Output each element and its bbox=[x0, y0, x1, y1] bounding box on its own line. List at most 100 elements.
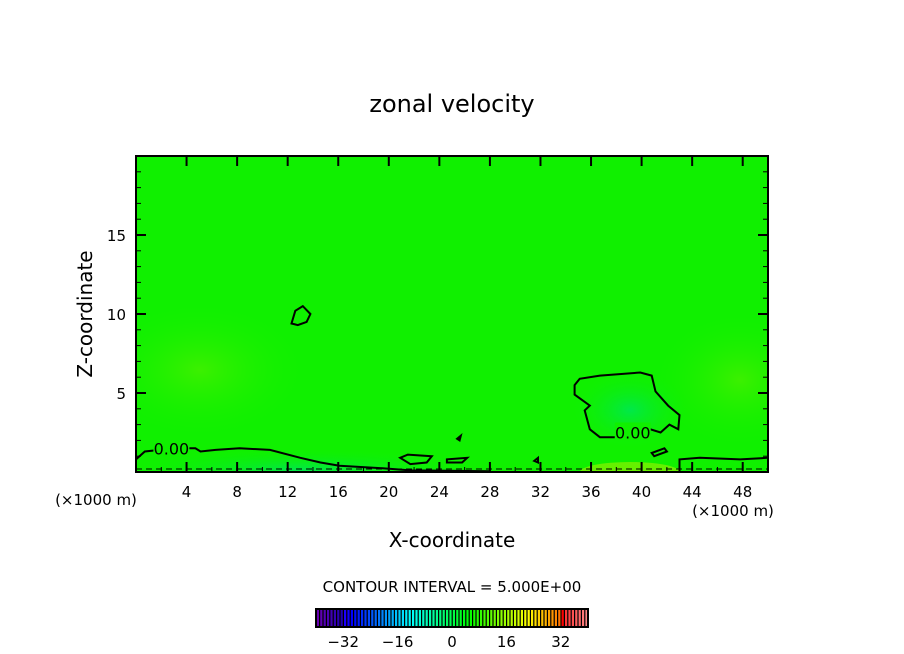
colorbar-swatch bbox=[524, 610, 527, 626]
x-unit-right: (×1000 m) bbox=[692, 502, 774, 520]
colorbar-swatch bbox=[354, 610, 357, 626]
colorbar-swatch bbox=[429, 610, 432, 626]
colorbar-swatch bbox=[412, 610, 415, 626]
colorbar-tick-label: 0 bbox=[447, 633, 457, 651]
x-tick-label: 8 bbox=[232, 483, 242, 501]
colorbar-swatch bbox=[388, 610, 391, 626]
colorbar-swatch bbox=[337, 610, 340, 626]
colorbar-swatch bbox=[483, 610, 486, 626]
colorbar-swatch bbox=[541, 610, 544, 626]
contour-line bbox=[455, 432, 463, 442]
contour-line bbox=[398, 453, 434, 466]
field-patch-left bbox=[136, 300, 310, 440]
colorbar-swatch bbox=[316, 610, 319, 626]
x-unit-left: (×1000 m) bbox=[55, 491, 137, 509]
colorbar-tick-label: 16 bbox=[497, 633, 516, 651]
colorbar-swatch bbox=[527, 610, 530, 626]
colorbar-swatch bbox=[361, 610, 364, 626]
contour-label: 0.00 bbox=[154, 439, 190, 458]
colorbar-swatch bbox=[446, 610, 449, 626]
colorbar-swatch bbox=[405, 610, 408, 626]
colorbar-tick-label: −16 bbox=[382, 633, 414, 651]
colorbar-swatch bbox=[571, 610, 574, 626]
colorbar-swatch bbox=[575, 610, 578, 626]
x-tick-label: 32 bbox=[531, 483, 550, 501]
x-tick-label: 24 bbox=[430, 483, 449, 501]
colorbar-swatch bbox=[432, 610, 435, 626]
x-tick-label: 12 bbox=[278, 483, 297, 501]
colorbar-swatch bbox=[568, 610, 571, 626]
x-tick-label: 36 bbox=[581, 483, 600, 501]
colorbar-swatch bbox=[469, 610, 472, 626]
contour-label: 0.00 bbox=[615, 424, 651, 443]
colorbar-swatch bbox=[480, 610, 483, 626]
contour-label-bg bbox=[153, 438, 190, 457]
colorbar-swatch bbox=[585, 610, 588, 626]
contour-label-bg bbox=[614, 422, 651, 441]
colorbar-tick-label: 32 bbox=[551, 633, 570, 651]
colorbar-swatch bbox=[463, 610, 466, 626]
colorbar-swatch bbox=[544, 610, 547, 626]
colorbar-swatch bbox=[381, 610, 384, 626]
colorbar-swatch bbox=[517, 610, 520, 626]
colorbar-swatch bbox=[401, 610, 404, 626]
x-tick-label: 40 bbox=[632, 483, 651, 501]
colorbar-swatch bbox=[408, 610, 411, 626]
contour-line bbox=[532, 455, 539, 465]
colorbar-swatch bbox=[534, 610, 537, 626]
colorbar-swatch bbox=[344, 610, 347, 626]
colorbar-swatch bbox=[422, 610, 425, 626]
colorbar-swatch bbox=[548, 610, 551, 626]
y-tick-label: 15 bbox=[107, 227, 126, 245]
colorbar-swatch bbox=[391, 610, 394, 626]
colorbar-swatch bbox=[435, 610, 438, 626]
colorbar-swatch bbox=[415, 610, 418, 626]
colorbar-swatch bbox=[323, 610, 326, 626]
colorbar-swatch bbox=[531, 610, 534, 626]
colorbar-swatch bbox=[500, 610, 503, 626]
x-tick-label: 20 bbox=[379, 483, 398, 501]
colorbar-swatch bbox=[551, 610, 554, 626]
colorbar-swatch bbox=[490, 610, 493, 626]
colorbar-swatch bbox=[507, 610, 510, 626]
colorbar-swatch bbox=[340, 610, 343, 626]
colorbar-swatch bbox=[374, 610, 377, 626]
colorbar-swatch bbox=[367, 610, 370, 626]
x-tick-label: 4 bbox=[182, 483, 192, 501]
colorbar-swatch bbox=[350, 610, 353, 626]
colorbar-swatch bbox=[456, 610, 459, 626]
colorbar-swatch bbox=[452, 610, 455, 626]
colorbar-swatch bbox=[520, 610, 523, 626]
colorbar-swatch bbox=[418, 610, 421, 626]
contour-interval-text: CONTOUR INTERVAL = 5.000E+00 bbox=[323, 578, 582, 596]
colorbar-swatch bbox=[357, 610, 360, 626]
colorbar-swatch bbox=[476, 610, 479, 626]
colorbar-swatch bbox=[582, 610, 585, 626]
colorbar-swatch bbox=[493, 610, 496, 626]
y-axis-label: Z-coordinate bbox=[73, 250, 97, 377]
colorbar-swatch bbox=[486, 610, 489, 626]
field-patch-blob bbox=[570, 370, 690, 450]
colorbar-swatch bbox=[449, 610, 452, 626]
colorbar-swatch bbox=[320, 610, 323, 626]
colorbar-swatch bbox=[558, 610, 561, 626]
colorbar-swatch bbox=[330, 610, 333, 626]
colorbar-swatch bbox=[459, 610, 462, 626]
colorbar-swatch bbox=[425, 610, 428, 626]
plot-field: 0.00 0.00 bbox=[136, 156, 768, 472]
colorbar-swatch bbox=[439, 610, 442, 626]
colorbar-swatch bbox=[578, 610, 581, 626]
colorbar-swatch bbox=[466, 610, 469, 626]
colorbar-swatch bbox=[384, 610, 387, 626]
x-tick-label: 48 bbox=[733, 483, 752, 501]
colorbar-swatch bbox=[537, 610, 540, 626]
colorbar-swatch bbox=[514, 610, 517, 626]
x-tick-label: 16 bbox=[329, 483, 348, 501]
colorbar-swatch bbox=[442, 610, 445, 626]
colorbar-swatch bbox=[327, 610, 330, 626]
field-patch-bottom-right bbox=[580, 462, 680, 472]
contour-line bbox=[445, 456, 471, 464]
chart-title: zonal velocity bbox=[369, 90, 534, 118]
colorbar-background bbox=[316, 609, 588, 627]
